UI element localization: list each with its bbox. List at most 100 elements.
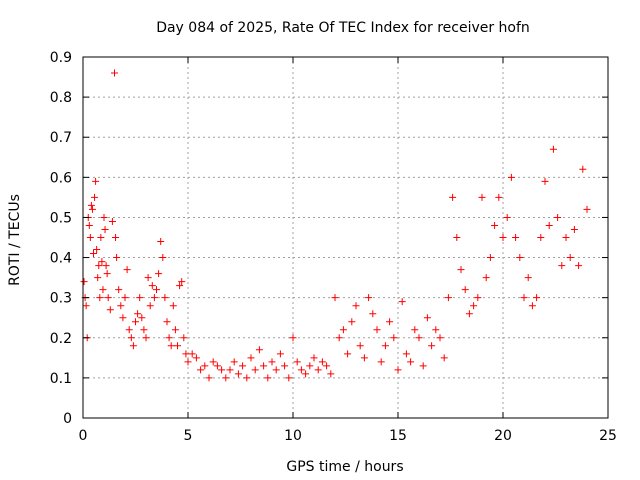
data-point (129, 342, 137, 350)
data-point (188, 350, 196, 358)
y-tick-label: 0.1 (50, 371, 72, 387)
data-point (457, 266, 465, 274)
data-point (100, 213, 108, 221)
data-point (144, 274, 152, 282)
data-point (243, 374, 251, 382)
x-tick-label: 25 (599, 428, 617, 444)
data-point (423, 314, 431, 322)
data-point (251, 366, 259, 374)
data-point (113, 254, 121, 262)
plot-frame (82, 56, 609, 419)
data-point (230, 358, 238, 366)
data-point (150, 294, 158, 302)
data-point (85, 221, 93, 229)
data-point (115, 286, 123, 294)
y-tick-label: 0.3 (50, 291, 72, 307)
data-point (390, 334, 398, 342)
data-point (136, 294, 144, 302)
data-point (97, 234, 105, 241)
x-axis-label: GPS time / hours (286, 459, 403, 475)
data-points (80, 69, 591, 382)
data-point (123, 266, 131, 274)
x-tick-label: 5 (184, 428, 193, 444)
data-point (285, 374, 293, 382)
data-point (512, 234, 520, 241)
data-point (327, 370, 335, 378)
data-point (92, 177, 100, 185)
data-point (453, 234, 461, 241)
data-point (112, 234, 120, 241)
y-tick-label: 0.7 (50, 130, 72, 146)
data-point (335, 334, 343, 342)
data-point (239, 362, 247, 370)
data-point (344, 350, 352, 358)
data-point (176, 282, 184, 290)
data-point (125, 326, 133, 334)
data-point (495, 193, 503, 201)
data-point (148, 282, 156, 290)
x-tick-label: 10 (284, 428, 302, 444)
y-tick-label: 0.8 (50, 90, 72, 106)
data-point (377, 358, 385, 366)
data-point (407, 358, 415, 366)
data-point (103, 270, 111, 278)
data-point (255, 346, 263, 354)
data-point (297, 366, 305, 374)
data-point (108, 217, 116, 225)
data-point (583, 205, 591, 213)
data-point (381, 342, 389, 350)
data-point (117, 302, 125, 310)
data-point (386, 318, 394, 326)
data-point (87, 201, 95, 209)
data-point (545, 221, 553, 229)
axis-ticks: 0 5 10 15 20 25 0 0.1 0.2 0.3 0.4 0.5 0.6 0.7 0.8 0.9 (50, 50, 617, 444)
data-point (558, 262, 566, 270)
data-point (260, 362, 268, 370)
data-point (310, 354, 318, 362)
data-point (369, 310, 377, 318)
y-axis-label: ROTI / TECUs (7, 194, 23, 286)
grid-lines (83, 57, 608, 418)
data-point (491, 221, 499, 229)
data-point (554, 213, 562, 221)
data-point (482, 274, 490, 282)
data-point (140, 326, 148, 334)
data-point (201, 362, 209, 370)
data-point (365, 294, 373, 302)
data-point (293, 358, 301, 366)
data-point (331, 294, 339, 302)
data-point (247, 354, 255, 362)
data-point (268, 358, 276, 366)
data-point (104, 294, 112, 302)
data-point (106, 306, 114, 314)
data-point (213, 362, 221, 370)
data-point (142, 334, 150, 342)
y-tick-label: 0.5 (50, 210, 72, 226)
data-point (486, 254, 494, 262)
data-point (314, 366, 322, 374)
data-point (402, 350, 410, 358)
data-point (155, 270, 163, 278)
data-point (157, 238, 165, 246)
data-point (428, 342, 436, 350)
data-point (465, 310, 473, 318)
data-point (520, 294, 528, 302)
data-point (178, 278, 186, 286)
data-point (318, 358, 326, 366)
x-tick-label: 0 (79, 428, 88, 444)
data-point (289, 334, 297, 342)
data-point (222, 374, 230, 382)
data-point (197, 366, 205, 374)
data-point (323, 362, 331, 370)
data-point (119, 314, 127, 322)
data-point (171, 326, 179, 334)
y-tick-label: 0 (63, 411, 72, 427)
data-point (99, 286, 107, 294)
data-point (470, 302, 478, 310)
data-point (161, 294, 169, 302)
data-point (503, 213, 511, 221)
data-point (205, 374, 213, 382)
data-point (80, 278, 88, 286)
data-point (575, 262, 583, 270)
